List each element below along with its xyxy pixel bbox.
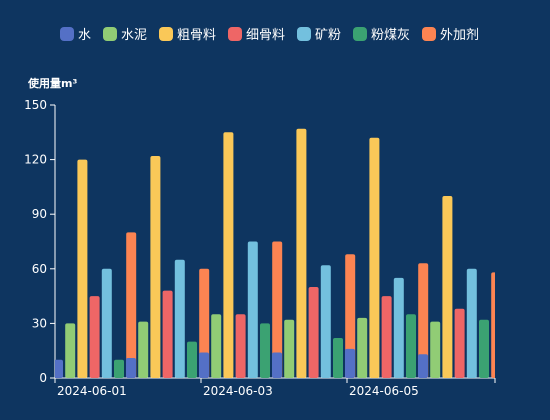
bar[interactable] xyxy=(284,319,295,378)
y-axis-label: 使用量m³ xyxy=(27,76,77,90)
y-tick-label: 30 xyxy=(32,316,47,330)
bar[interactable] xyxy=(296,128,307,378)
bar[interactable] xyxy=(260,323,270,378)
bar[interactable] xyxy=(393,277,404,378)
bar[interactable] xyxy=(272,241,283,379)
bar[interactable] xyxy=(174,259,185,378)
legend-item-label[interactable]: 粉煤灰 xyxy=(371,28,410,43)
legend-item-label[interactable]: 水 xyxy=(78,28,91,43)
bar[interactable] xyxy=(65,323,76,378)
y-tick-label: 0 xyxy=(39,371,47,385)
bar[interactable] xyxy=(320,265,331,378)
bar[interactable] xyxy=(333,338,343,378)
legend-item-label[interactable]: 粗骨料 xyxy=(177,28,216,43)
bar[interactable] xyxy=(235,314,246,378)
bar[interactable] xyxy=(162,290,173,378)
legend-swatch[interactable] xyxy=(159,27,173,41)
bar[interactable] xyxy=(211,314,222,378)
bar[interactable] xyxy=(479,319,489,378)
bar[interactable] xyxy=(187,341,197,378)
bar[interactable] xyxy=(114,359,124,378)
bar[interactable] xyxy=(369,137,380,378)
bar[interactable] xyxy=(126,232,137,378)
bar[interactable] xyxy=(381,296,392,378)
bar[interactable] xyxy=(357,317,368,378)
y-axis: 0 30 60 90 120 150 xyxy=(24,98,56,385)
x-tick-label: 2024-06-05 xyxy=(349,384,419,398)
bar[interactable] xyxy=(247,241,258,379)
y-tick-label: 90 xyxy=(32,207,47,221)
bar[interactable] xyxy=(272,352,282,379)
bar[interactable] xyxy=(442,196,453,378)
bar[interactable] xyxy=(138,321,149,378)
bar[interactable] xyxy=(89,296,100,378)
legend-item-label[interactable]: 外加剂 xyxy=(440,28,479,43)
bar[interactable] xyxy=(454,308,465,378)
bar[interactable] xyxy=(223,132,234,378)
bar[interactable] xyxy=(101,268,112,378)
legend-item-label[interactable]: 水泥 xyxy=(121,28,147,43)
chart-legend: 水 水泥 粗骨料 细骨料 矿粉 粉煤灰 外加剂 xyxy=(60,27,479,43)
bar[interactable] xyxy=(491,272,501,378)
bar[interactable] xyxy=(406,314,416,378)
y-tick-label: 150 xyxy=(24,98,47,112)
bar[interactable] xyxy=(418,354,428,378)
bar[interactable] xyxy=(199,268,210,378)
legend-item-label[interactable]: 矿粉 xyxy=(315,28,341,43)
legend-swatch[interactable] xyxy=(422,27,436,41)
bar[interactable] xyxy=(199,352,209,379)
legend-swatch[interactable] xyxy=(60,27,74,41)
bar[interactable] xyxy=(53,359,63,378)
y-tick-label: 60 xyxy=(32,262,47,276)
bar[interactable] xyxy=(345,254,356,378)
legend-swatch[interactable] xyxy=(103,27,117,41)
bar[interactable] xyxy=(126,358,136,378)
x-axis: 2024-06-01 2024-06-03 2024-06-05 xyxy=(54,377,496,398)
legend-swatch[interactable] xyxy=(353,27,367,41)
legend-swatch[interactable] xyxy=(297,27,311,41)
bar[interactable] xyxy=(77,159,88,378)
bar[interactable] xyxy=(466,268,477,378)
y-tick-label: 120 xyxy=(24,153,47,167)
legend-item-label[interactable]: 细骨料 xyxy=(246,28,285,43)
bars-group xyxy=(53,128,501,379)
bar[interactable] xyxy=(308,287,319,378)
bar[interactable] xyxy=(345,348,355,378)
bar[interactable] xyxy=(430,321,441,378)
x-tick-label: 2024-06-01 xyxy=(57,384,127,398)
bar[interactable] xyxy=(418,263,429,378)
x-tick-label: 2024-06-03 xyxy=(203,384,273,398)
legend-swatch[interactable] xyxy=(228,27,242,41)
bar[interactable] xyxy=(150,156,161,378)
